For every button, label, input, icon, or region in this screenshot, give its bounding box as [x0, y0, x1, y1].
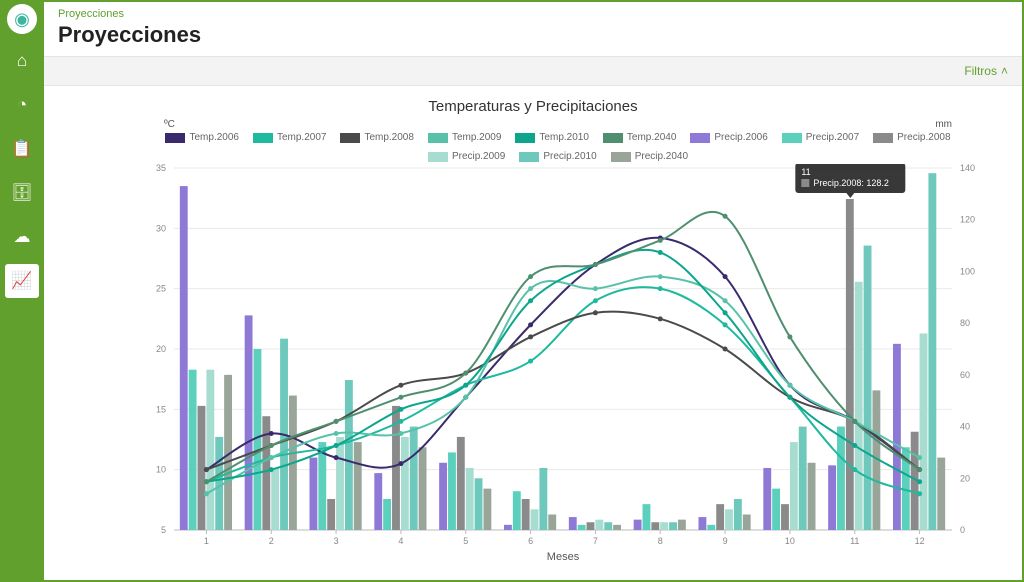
legend-item[interactable]: Precip.2009 — [428, 151, 505, 162]
svg-text:5: 5 — [463, 536, 468, 546]
legend-label: Precip.2008 — [897, 132, 950, 143]
svg-text:10: 10 — [156, 465, 166, 475]
pie-icon[interactable]: ◔ — [5, 88, 39, 122]
legend-item[interactable]: Precip.2008 — [873, 132, 950, 143]
legend-swatch — [603, 133, 623, 143]
calc-icon[interactable]: 🗄 — [5, 176, 39, 210]
svg-text:12: 12 — [915, 536, 925, 546]
svg-text:11: 11 — [801, 167, 810, 177]
sidebar: ◉ ⌂ ◔ 📋 🗄 ☁ 📈 — [0, 0, 44, 582]
legend-swatch — [782, 133, 802, 143]
svg-text:1: 1 — [204, 536, 209, 546]
svg-text:4: 4 — [398, 536, 403, 546]
content: Proyecciones Proyecciones Filtros ˄ Temp… — [44, 0, 1024, 582]
legend-item[interactable]: Precip.2040 — [611, 151, 688, 162]
legend-swatch — [165, 133, 185, 143]
svg-text:20: 20 — [156, 344, 166, 354]
legend-swatch — [873, 133, 893, 143]
logo-icon: ◉ — [7, 4, 37, 34]
legend-label: Precip.2010 — [543, 151, 596, 162]
right-unit: mm — [935, 119, 952, 130]
legend-swatch — [690, 133, 710, 143]
svg-text:140: 140 — [960, 164, 975, 173]
legend-swatch — [428, 133, 448, 143]
legend-item[interactable]: Temp.2007 — [253, 132, 326, 143]
svg-text:10: 10 — [785, 536, 795, 546]
chart-plot: 5101520253035020406080100120140123456789… — [54, 164, 1012, 564]
filters-label: Filtros — [964, 64, 997, 78]
legend-label: Precip.2040 — [635, 151, 688, 162]
svg-text:9: 9 — [723, 536, 728, 546]
legend: Temp.2006 Temp.2007 Temp.2008 Temp.2009 Temp… — [54, 130, 1012, 164]
unit-row: ºC mm — [54, 119, 1012, 130]
legend-label: Temp.2010 — [539, 132, 588, 143]
chevron-up-icon: ˄ — [1001, 64, 1008, 78]
svg-text:Meses: Meses — [547, 551, 580, 563]
svg-text:80: 80 — [960, 318, 970, 328]
chart-icon[interactable]: 📈 — [5, 264, 39, 298]
legend-label: Temp.2008 — [364, 132, 413, 143]
filters-toggle[interactable]: Filtros ˄ — [964, 64, 1008, 78]
filter-bar: Filtros ˄ — [44, 56, 1022, 86]
legend-swatch — [428, 152, 448, 162]
svg-text:0: 0 — [960, 525, 965, 535]
legend-swatch — [611, 152, 631, 162]
legend-label: Temp.2007 — [277, 132, 326, 143]
legend-item[interactable]: Temp.2040 — [603, 132, 676, 143]
cloud-icon[interactable]: ☁ — [5, 220, 39, 254]
svg-text:5: 5 — [161, 525, 166, 535]
svg-text:7: 7 — [593, 536, 598, 546]
legend-label: Precip.2006 — [714, 132, 767, 143]
svg-text:25: 25 — [156, 284, 166, 294]
legend-item[interactable]: Precip.2010 — [519, 151, 596, 162]
chart-title: Temperaturas y Precipitaciones — [54, 98, 1012, 115]
page-title: Proyecciones — [58, 22, 1008, 48]
legend-label: Precip.2009 — [452, 151, 505, 162]
svg-text:15: 15 — [156, 404, 166, 414]
svg-text:120: 120 — [960, 215, 975, 225]
legend-label: Temp.2040 — [627, 132, 676, 143]
legend-swatch — [340, 133, 360, 143]
legend-swatch — [515, 133, 535, 143]
chart-container: Temperaturas y Precipitaciones ºC mm Tem… — [44, 92, 1022, 580]
svg-text:3: 3 — [334, 536, 339, 546]
svg-text:2: 2 — [269, 536, 274, 546]
svg-text:11: 11 — [850, 536, 859, 546]
legend-item[interactable]: Temp.2010 — [515, 132, 588, 143]
breadcrumb[interactable]: Proyecciones — [58, 8, 1008, 20]
clipboard-icon[interactable]: 📋 — [5, 132, 39, 166]
svg-text:8: 8 — [658, 536, 663, 546]
header: Proyecciones Proyecciones — [44, 2, 1022, 56]
legend-item[interactable]: Precip.2007 — [782, 132, 859, 143]
svg-text:Precip.2008: 128.2: Precip.2008: 128.2 — [813, 178, 889, 188]
legend-swatch — [519, 152, 539, 162]
legend-label: Temp.2006 — [189, 132, 238, 143]
svg-text:30: 30 — [156, 223, 166, 233]
legend-item[interactable]: Temp.2009 — [428, 132, 501, 143]
legend-label: Temp.2009 — [452, 132, 501, 143]
legend-label: Precip.2007 — [806, 132, 859, 143]
svg-text:40: 40 — [960, 422, 970, 432]
left-unit: ºC — [164, 119, 175, 130]
legend-item[interactable]: Temp.2006 — [165, 132, 238, 143]
legend-item[interactable]: Precip.2006 — [690, 132, 767, 143]
legend-swatch — [253, 133, 273, 143]
svg-text:60: 60 — [960, 370, 970, 380]
svg-text:20: 20 — [960, 473, 970, 483]
home-icon[interactable]: ⌂ — [5, 44, 39, 78]
svg-text:35: 35 — [156, 164, 166, 173]
svg-text:100: 100 — [960, 266, 975, 276]
svg-text:6: 6 — [528, 536, 533, 546]
legend-item[interactable]: Temp.2008 — [340, 132, 413, 143]
